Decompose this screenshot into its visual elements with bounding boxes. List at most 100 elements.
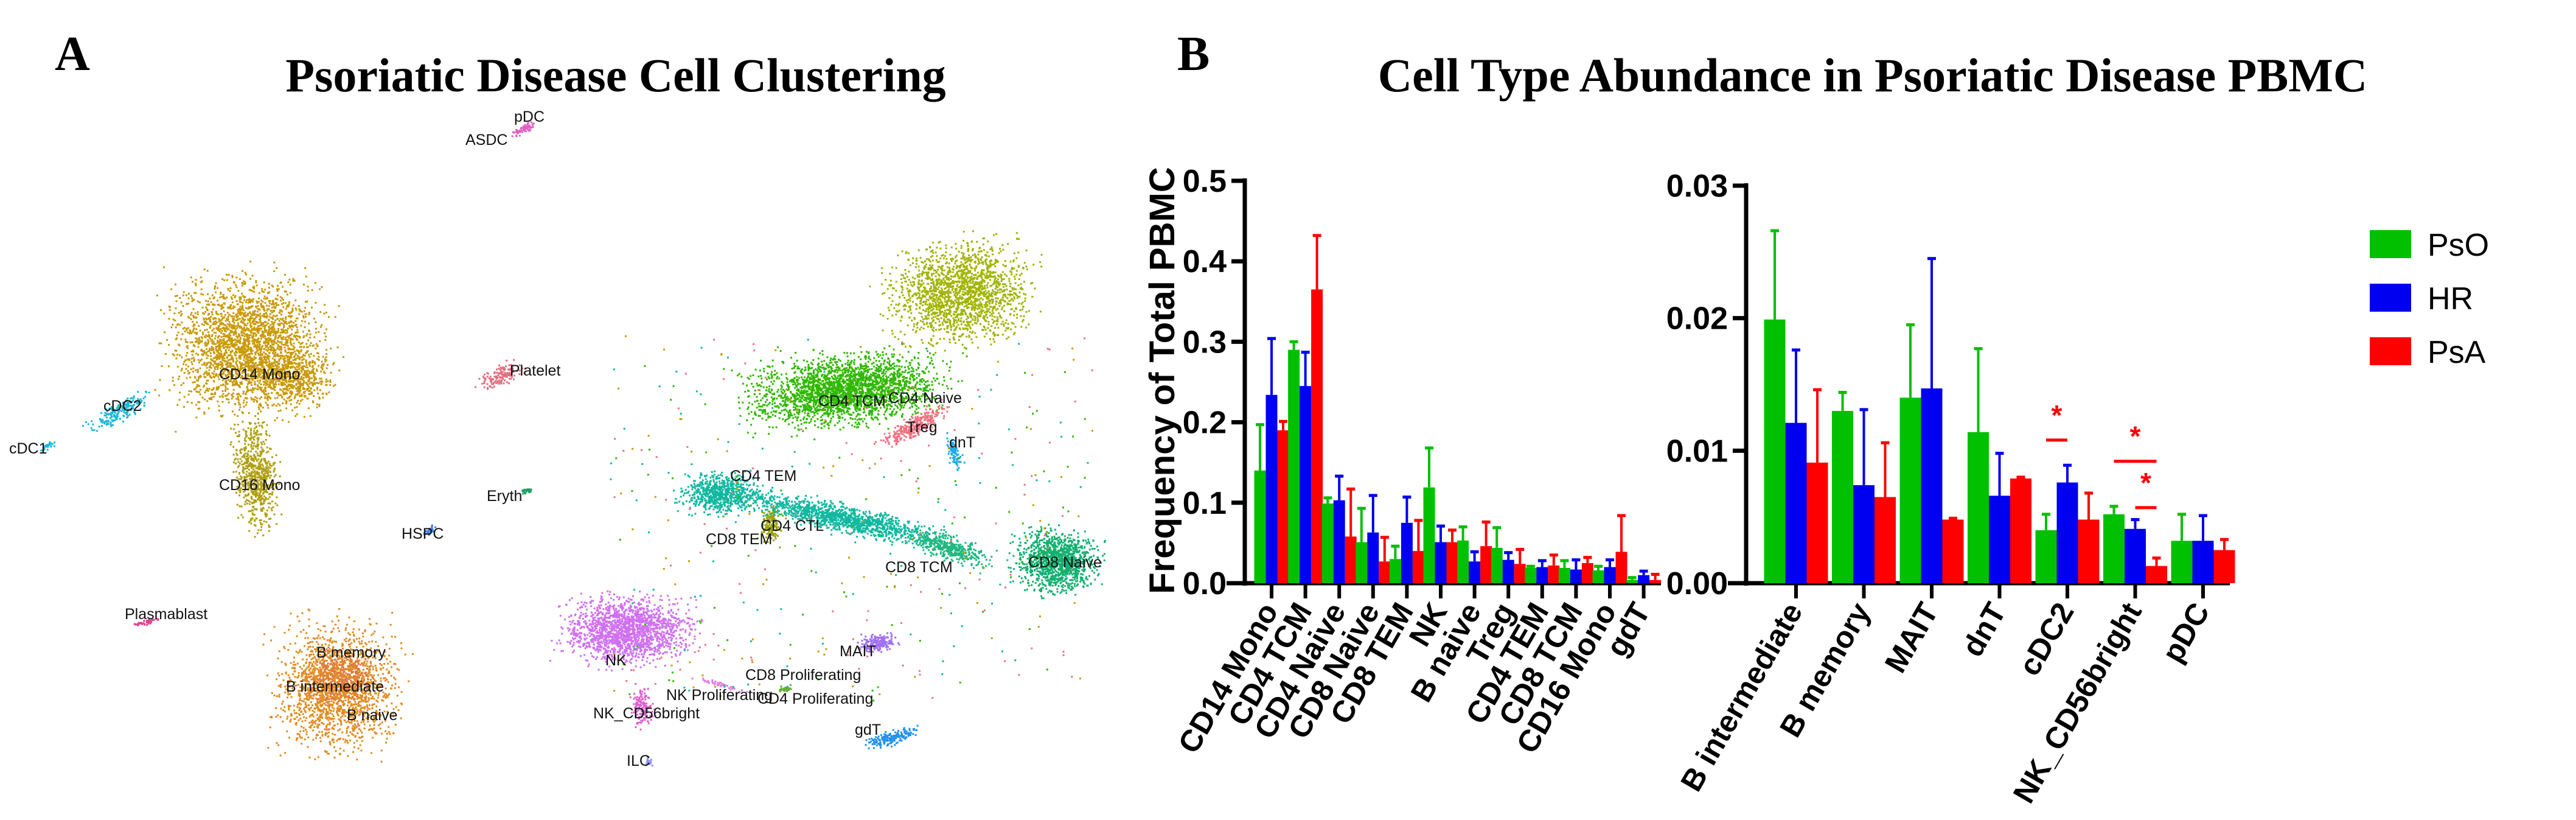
bar-hr (1921, 388, 1943, 583)
y-tick-label: 0.03 (1666, 169, 1728, 204)
umap-cluster-label: Eryth (487, 488, 522, 505)
bar-psa (1446, 542, 1458, 583)
bar-pso (2103, 514, 2125, 583)
umap-cluster-label: CD4 TCM (818, 393, 886, 410)
bar-psa (1277, 430, 1289, 583)
bar-hr (1469, 561, 1481, 583)
y-tick-label: 0.2 (1183, 405, 1227, 441)
bar-psa (1311, 289, 1323, 583)
umap-cluster-cd14-mono (154, 261, 340, 433)
umap-cluster-nk-cd56bright (629, 682, 656, 731)
umap-cluster-treg (873, 399, 950, 460)
bar-hr (1367, 532, 1379, 583)
bar-chart-title: Cell Type Abundance in Psoriatic Disease… (1378, 49, 2367, 102)
bar-psa (1806, 462, 1828, 583)
legend-label-pso: PsO (2428, 228, 2489, 263)
umap-cluster-mait (857, 632, 900, 653)
bar-psa (1615, 552, 1627, 583)
significance-star: * (2130, 421, 2141, 452)
umap-cluster-labels: pDC ASDC CD14 Mono cDC2 cDC1 CD16 Mono Platele… (9, 108, 1102, 769)
umap-cluster-label: Treg (907, 419, 937, 436)
umap-cluster-label: CD4 CTL (761, 517, 824, 534)
x-tick-label: B intermediate (1674, 597, 1809, 797)
bar-psa (1649, 580, 1662, 583)
umap-cluster-label: CD16 Mono (219, 477, 300, 494)
umap-cluster-cdc2 (82, 391, 150, 432)
umap-cluster-label: CD8 TEM (706, 531, 772, 548)
bar-hr (2125, 528, 2146, 583)
panel-a-letter: A (55, 27, 90, 81)
umap-cluster-cd8-proliferating (779, 684, 792, 693)
bar-pso (1764, 319, 1786, 583)
umap-title: Psoriatic Disease Cell Clustering (285, 49, 945, 102)
umap-cluster-cd8-tcm (904, 525, 993, 575)
umap-cluster-label: CD14 Mono (219, 366, 300, 383)
umap-cluster-cd8-band (719, 484, 967, 554)
umap-cluster-label: gdT (855, 721, 881, 738)
legend-label-hr: HR (2428, 281, 2473, 317)
bar-hr (1401, 522, 1413, 583)
legend-swatch-pso (2370, 230, 2411, 258)
umap-cluster-label: B intermediate (286, 678, 384, 695)
bar-pso (1288, 349, 1300, 583)
umap-cluster-label: dnT (949, 434, 975, 451)
bar-hr (1570, 569, 1582, 583)
y-tick-label: 0.01 (1666, 433, 1728, 469)
umap-cluster-label: CD8 Proliferating (745, 667, 861, 684)
bar-psa (2213, 550, 2235, 583)
bar-hr (2056, 482, 2078, 583)
umap-cluster-label: B memory (316, 644, 386, 661)
bar-psa (1581, 562, 1593, 583)
umap-cluster-cd8-tem (673, 469, 764, 518)
bar-hr (1604, 567, 1616, 583)
y-tick-label: 0.0 (1183, 566, 1227, 601)
bar-hr (2192, 541, 2214, 583)
umap-cluster-cd4-tcm (723, 343, 967, 439)
umap-cluster-cd4-ctl (756, 505, 784, 548)
bar-hr (1638, 575, 1650, 583)
umap-cluster-nk-proliferating (691, 677, 754, 695)
bar-pso (1254, 470, 1266, 583)
x-tick-label: NK_CD56bright (2007, 597, 2148, 808)
bar-psa (1345, 536, 1357, 583)
umap-cluster-label: MAIT (840, 643, 876, 660)
bar-hr (1989, 496, 2010, 583)
umap-cluster-gdt (865, 724, 919, 749)
bar-psa (1379, 561, 1391, 583)
umap-scattered-cells (610, 335, 1093, 702)
umap-cluster-label: Plasmablast (125, 606, 207, 623)
bar-hr (1853, 485, 1875, 583)
umap-cluster-cd4-naive (869, 230, 1043, 356)
y-tick-label: 0.5 (1183, 164, 1227, 199)
bar-pso (1457, 540, 1469, 583)
umap-cluster-label: HSPC (402, 525, 444, 542)
bar-hr (1502, 559, 1514, 583)
y-tick-label: 0.3 (1183, 324, 1227, 360)
panel-b-letter: B (1177, 27, 1210, 81)
umap-cluster-cd14-mono-extension (249, 346, 344, 410)
umap-cluster-b-intermediate (302, 643, 375, 706)
umap-cluster-label: pDC (514, 108, 545, 125)
umap-cluster-label: CD4 Proliferating (757, 690, 873, 707)
legend-swatch-hr (2370, 284, 2411, 312)
umap-cluster-ilc (645, 755, 653, 767)
x-tick-label: MAIT (1878, 597, 1945, 679)
bar-pso (1356, 542, 1368, 583)
bar-hr (1785, 422, 1807, 583)
significance-star: * (2140, 467, 2151, 499)
umap-cluster-label: CD4 TEM (730, 468, 796, 485)
bar-pso (1491, 547, 1503, 583)
y-tick-label: 0.00 (1666, 566, 1728, 601)
bar-hr (1333, 500, 1345, 583)
umap-cluster-label: ASDC (465, 131, 507, 149)
y-axis-label: Frequency of Total PBMC (1143, 167, 1182, 594)
umap-cluster-dnt (946, 432, 966, 471)
bar-pso (1558, 567, 1570, 583)
bar-psa (1942, 519, 1964, 583)
bar-psa (2146, 566, 2167, 583)
y-tick-label: 0.1 (1183, 486, 1227, 521)
bar-pso (1592, 570, 1604, 583)
umap-cluster-label: Platelet (510, 362, 560, 379)
y-tick-label: 0.02 (1666, 301, 1728, 337)
